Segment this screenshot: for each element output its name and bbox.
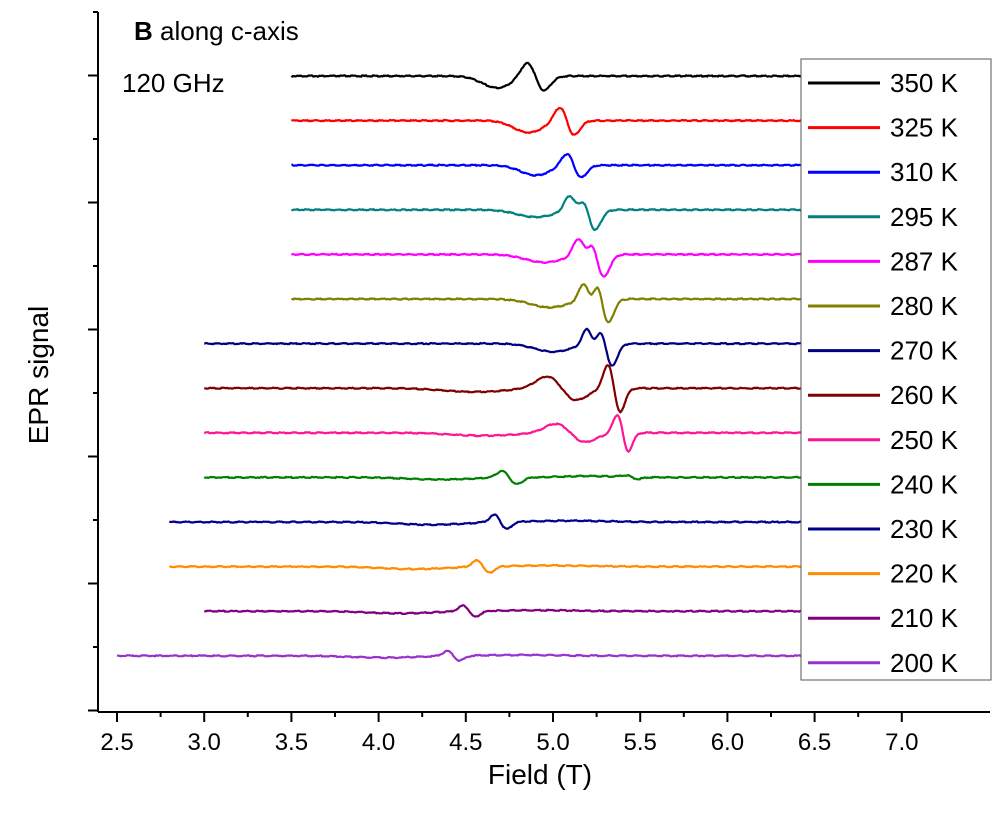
x-axis-title: Field (T) bbox=[488, 759, 592, 790]
annotation-orientation: B along c-axis bbox=[134, 16, 299, 46]
trace-280k bbox=[291, 284, 801, 322]
trace-230k bbox=[169, 515, 801, 529]
legend-label: 287 K bbox=[890, 246, 959, 276]
legend-label: 280 K bbox=[890, 291, 959, 321]
x-ticks: 2.5 3.0 3.5 4.0 4.5 5.0 5.5 6.0 6.5 7.0 bbox=[100, 712, 918, 756]
trace-250k bbox=[204, 415, 801, 451]
trace-295k bbox=[291, 196, 801, 230]
legend-label: 230 K bbox=[890, 514, 959, 544]
trace-270k bbox=[204, 329, 801, 366]
x-tick-label: 2.5 bbox=[100, 729, 133, 756]
x-tick-label: 4.0 bbox=[362, 729, 395, 756]
legend-label: 200 K bbox=[890, 648, 959, 678]
trace-350k bbox=[291, 63, 801, 91]
annotation-frequency: 120 GHz bbox=[122, 68, 225, 98]
trace-210k bbox=[204, 605, 801, 617]
legend-label: 350 K bbox=[890, 68, 959, 98]
legend-label: 270 K bbox=[890, 336, 959, 366]
x-tick-label: 5.5 bbox=[624, 729, 657, 756]
legend-label: 210 K bbox=[890, 603, 959, 633]
legend-label: 250 K bbox=[890, 425, 959, 455]
trace-260k bbox=[204, 365, 801, 412]
legend-label: 220 K bbox=[890, 559, 959, 589]
y-ticks bbox=[88, 12, 98, 711]
x-tick-label: 6.0 bbox=[711, 729, 744, 756]
trace-220k bbox=[169, 560, 801, 573]
y-axis-title: EPR signal bbox=[23, 306, 54, 445]
trace-287k bbox=[291, 239, 801, 276]
x-tick-label: 3.5 bbox=[275, 729, 308, 756]
trace-200k bbox=[117, 651, 801, 661]
trace-group bbox=[117, 63, 801, 661]
legend-label: 240 K bbox=[890, 469, 959, 499]
x-tick-label: 3.0 bbox=[188, 729, 221, 756]
trace-325k bbox=[291, 108, 801, 135]
legend-label: 295 K bbox=[890, 202, 959, 232]
legend-label: 310 K bbox=[890, 157, 959, 187]
x-tick-label: 6.5 bbox=[798, 729, 831, 756]
x-tick-label: 4.5 bbox=[449, 729, 482, 756]
x-tick-label: 5.0 bbox=[536, 729, 569, 756]
trace-240k bbox=[204, 471, 801, 484]
x-tick-label: 7.0 bbox=[885, 729, 918, 756]
trace-310k bbox=[291, 154, 801, 177]
legend-label: 325 K bbox=[890, 113, 959, 143]
legend-label: 260 K bbox=[890, 380, 959, 410]
